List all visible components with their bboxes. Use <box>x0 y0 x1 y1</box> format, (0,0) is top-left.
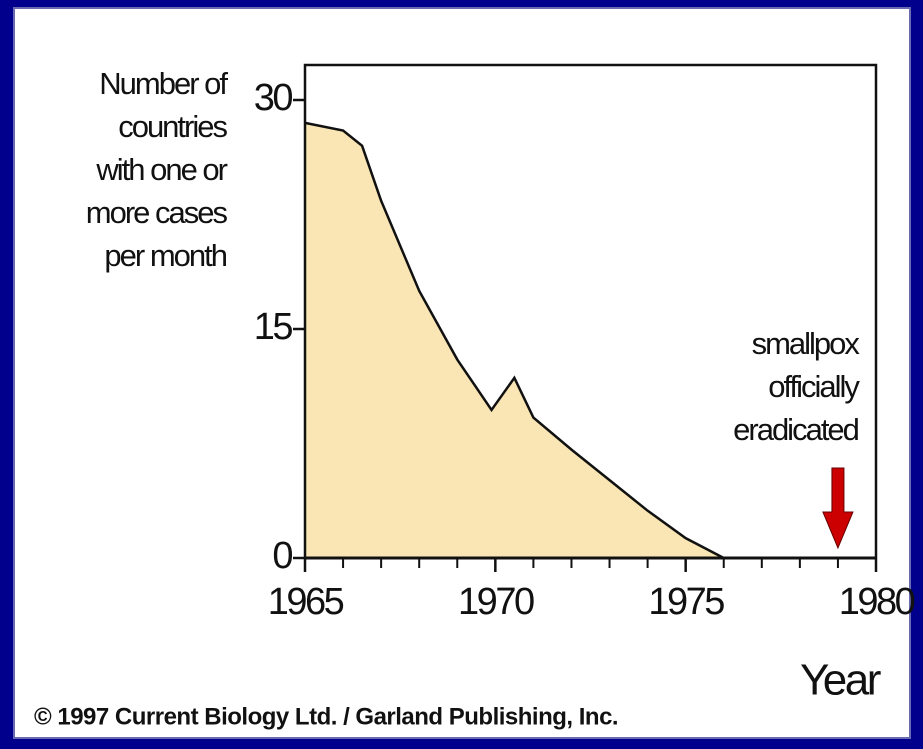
y-axis-label: Number of <box>99 66 228 101</box>
y-tick-label: 0 <box>272 535 292 577</box>
y-axis-label: per month <box>104 238 226 273</box>
y-axis-label: with one or <box>95 152 227 187</box>
x-tick-label: 1975 <box>648 581 724 623</box>
x-axis-label: Year <box>800 656 881 705</box>
area <box>305 122 724 559</box>
y-tick-label: 15 <box>254 306 293 348</box>
annotation-text: eradicated <box>733 412 859 447</box>
annotation-text: smallpox <box>752 326 861 361</box>
annotation-text: officially <box>768 369 860 404</box>
x-tick-label: 1965 <box>268 581 344 623</box>
x-tick-label: 1970 <box>458 581 534 623</box>
x-tick-label: 1980 <box>839 581 915 623</box>
y-axis-label: countries <box>118 109 227 144</box>
credit: © 1997 Current Biology Ltd. / Garland Pu… <box>34 703 618 730</box>
annotation-arrow <box>822 467 854 550</box>
y-axis-label: more cases <box>86 195 228 230</box>
plot-frame <box>303 63 878 558</box>
y-tick-label: 30 <box>254 77 293 119</box>
area-outline <box>304 121 725 560</box>
